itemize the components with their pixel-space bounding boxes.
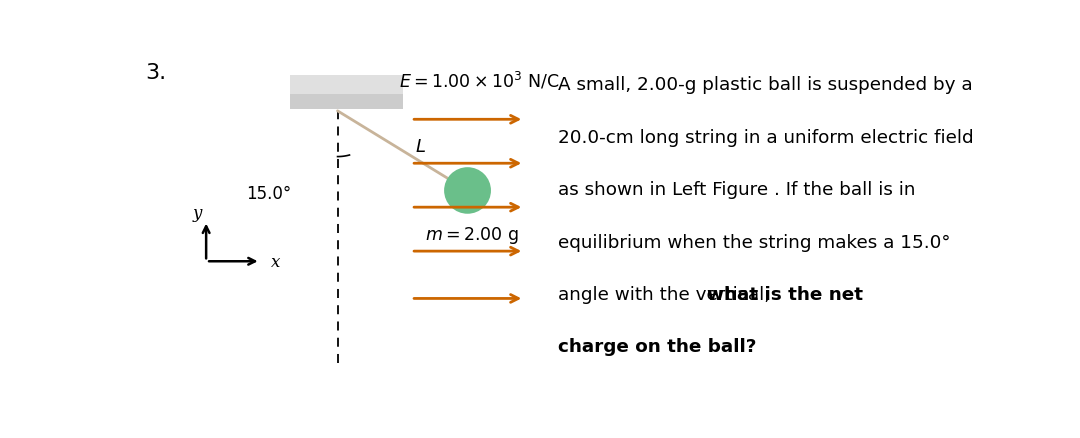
- Text: $E = 1.00 \times 10^3\ \mathrm{N/C}$: $E = 1.00 \times 10^3\ \mathrm{N/C}$: [399, 71, 559, 92]
- Text: 20.0-cm long string in a uniform electric field: 20.0-cm long string in a uniform electri…: [557, 128, 973, 146]
- Text: angle with the vertical,: angle with the vertical,: [557, 285, 775, 303]
- Text: charge on the ball?: charge on the ball?: [557, 338, 756, 356]
- Bar: [289, 95, 403, 110]
- Text: as shown in Left Figure . If the ball is in: as shown in Left Figure . If the ball is…: [557, 181, 915, 199]
- Text: $L$: $L$: [415, 137, 426, 155]
- Text: A small, 2.00-g plastic ball is suspended by a: A small, 2.00-g plastic ball is suspende…: [557, 76, 972, 94]
- Text: y: y: [193, 204, 202, 221]
- Text: x: x: [271, 253, 281, 270]
- Text: 15.0°: 15.0°: [246, 185, 292, 203]
- Text: 3.: 3.: [145, 63, 166, 83]
- Ellipse shape: [444, 168, 491, 214]
- Text: what is the net: what is the net: [706, 285, 863, 303]
- Text: equilibrium when the string makes a 15.0°: equilibrium when the string makes a 15.0…: [557, 233, 950, 251]
- Bar: [289, 76, 403, 95]
- Text: $m = 2.00\ \mathrm{g}$: $m = 2.00\ \mathrm{g}$: [424, 224, 518, 245]
